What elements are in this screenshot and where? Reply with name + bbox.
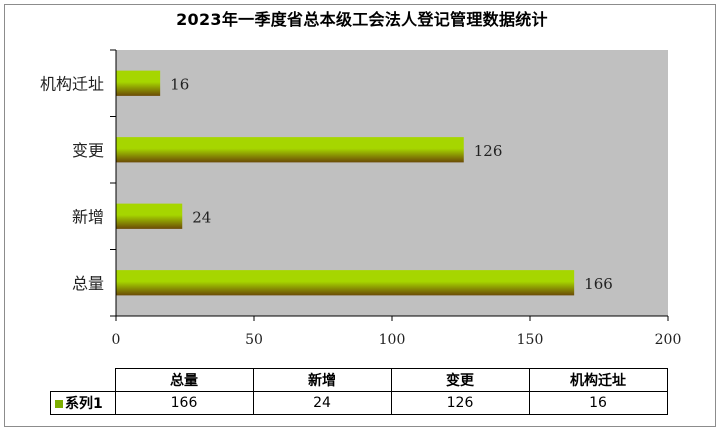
chart-title: 2023年一季度省总本级工会法人登记管理数据统计	[176, 10, 548, 29]
bar	[116, 270, 575, 296]
x-tick-label: 150	[517, 332, 544, 348]
category-label: 变更	[72, 141, 104, 160]
data-label: 24	[192, 208, 211, 226]
series-swatch-icon	[55, 400, 63, 408]
table-cell: 166	[114, 391, 254, 415]
table-corner	[50, 368, 116, 392]
bar-chart: 166 24 126 16 0 50 100 150 200 总量 新增 变更 机构迁址	[40, 49, 682, 348]
bar	[116, 137, 464, 163]
table-header-cell: 总量	[114, 368, 254, 392]
table-cell: 16	[528, 391, 668, 415]
table-cell: 126	[390, 391, 530, 415]
table-header-cell: 变更	[390, 368, 530, 392]
category-label: 机构迁址	[40, 74, 104, 93]
data-table: 总量 新增 变更 机构迁址 系列1 166 24 126 16	[50, 368, 668, 415]
axes: 0 50 100 150 200 总量 新增 变更 机构迁址	[40, 49, 682, 348]
x-tick-label: 50	[245, 332, 263, 348]
x-tick-label: 100	[379, 332, 406, 348]
data-label: 126	[474, 142, 503, 160]
table-header-cell: 新增	[252, 368, 392, 392]
table-header-row: 总量 新增 变更 机构迁址	[50, 368, 668, 392]
bar	[116, 203, 183, 229]
series-name: 系列1	[65, 396, 103, 412]
bar-series: 166 24 126 16	[116, 70, 613, 296]
category-label: 总量	[72, 274, 104, 293]
table-cell: 24	[252, 391, 392, 415]
data-label: 166	[584, 275, 613, 293]
data-label: 16	[170, 75, 189, 93]
series-legend-cell: 系列1	[50, 391, 116, 415]
x-tick-label: 0	[112, 332, 121, 348]
table-row: 系列1 166 24 126 16	[50, 391, 668, 415]
bar	[116, 70, 161, 96]
table-header-cell: 机构迁址	[528, 368, 668, 392]
category-label: 新增	[72, 207, 104, 226]
x-tick-label: 200	[655, 332, 682, 348]
